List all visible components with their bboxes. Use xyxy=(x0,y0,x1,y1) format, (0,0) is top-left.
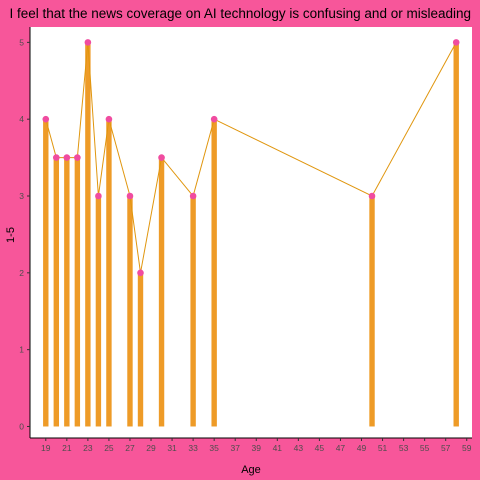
bar xyxy=(158,157,165,427)
bar xyxy=(127,196,133,427)
x-tick-label: 47 xyxy=(336,443,346,453)
x-tick-label: 53 xyxy=(399,443,409,453)
x-tick-label: 51 xyxy=(378,443,388,453)
x-tick-label: 57 xyxy=(441,443,451,453)
bar xyxy=(453,42,459,427)
data-point xyxy=(368,192,376,200)
x-tick-label: 59 xyxy=(462,443,472,453)
y-ticks: 0 1 2 3 4 5 xyxy=(19,37,30,431)
data-point xyxy=(210,115,218,123)
x-tick-label: 23 xyxy=(83,443,93,453)
data-point xyxy=(452,39,460,46)
bar xyxy=(211,119,217,427)
bar xyxy=(106,119,112,427)
bar xyxy=(137,272,144,427)
x-tick-label: 55 xyxy=(420,443,430,453)
data-point xyxy=(42,115,50,123)
plot-panel xyxy=(30,27,472,438)
data-point xyxy=(158,154,165,161)
y-tick-label: 3 xyxy=(19,191,24,201)
axes xyxy=(29,27,472,439)
y-axis-title: 1-5 xyxy=(5,227,17,243)
bar xyxy=(85,42,91,427)
x-axis-title: Age xyxy=(241,464,261,476)
bar xyxy=(64,157,70,427)
y-tick-label: 0 xyxy=(19,421,24,431)
bar xyxy=(95,196,102,427)
y-tick-label: 5 xyxy=(19,37,24,47)
data-point xyxy=(105,115,113,123)
x-ticks: 19 21 23 25 27 29 31 33 35 37 39 41 43 45 47 49 51 53 55 57… xyxy=(41,438,472,453)
data-point xyxy=(53,154,60,161)
bar xyxy=(43,119,49,427)
x-tick-label: 29 xyxy=(146,443,156,453)
bar xyxy=(190,196,196,427)
x-tick-label: 21 xyxy=(62,443,72,453)
x-tick-label: 37 xyxy=(230,443,240,453)
bar xyxy=(74,157,81,427)
x-tick-label: 33 xyxy=(188,443,198,453)
x-tick-label: 49 xyxy=(357,443,367,453)
bar xyxy=(53,157,60,427)
x-tick-label: 25 xyxy=(104,443,114,453)
data-point xyxy=(137,269,144,277)
y-tick-label: 4 xyxy=(19,114,24,124)
data-point xyxy=(74,154,81,161)
bars xyxy=(43,42,459,427)
x-tick-label: 41 xyxy=(273,443,283,453)
x-tick-label: 27 xyxy=(125,443,135,453)
bar xyxy=(369,196,375,427)
chart-title: I feel that the news coverage on AI tech… xyxy=(9,6,471,21)
data-point xyxy=(84,39,92,46)
x-tick-label: 35 xyxy=(209,443,219,453)
data-point xyxy=(126,192,134,200)
x-tick-label: 31 xyxy=(167,443,177,453)
points xyxy=(42,39,460,277)
x-tick-label: 19 xyxy=(41,443,51,453)
y-tick-label: 1 xyxy=(19,345,24,355)
data-point xyxy=(95,192,102,200)
data-point xyxy=(189,192,197,200)
x-tick-label: 39 xyxy=(252,443,262,453)
data-point xyxy=(63,154,71,161)
y-tick-label: 2 xyxy=(19,268,24,278)
x-tick-label: 43 xyxy=(294,443,304,453)
x-tick-label: 45 xyxy=(315,443,325,453)
